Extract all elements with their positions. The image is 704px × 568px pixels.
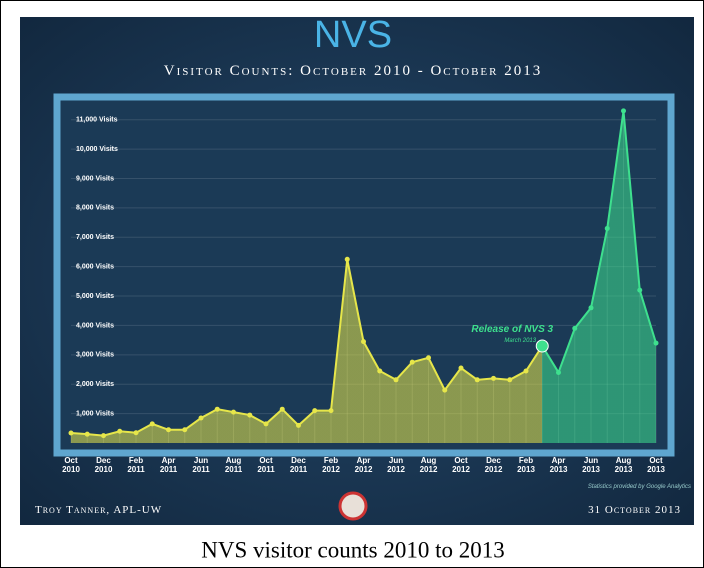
x-tick-label: Oct 2010 <box>62 456 80 474</box>
x-tick-label: Apr 2012 <box>354 456 373 474</box>
point <box>84 431 90 437</box>
x-tick-label: Dec 2010 <box>94 456 113 474</box>
annotation-marker <box>535 339 549 353</box>
chart-title: NVS <box>314 14 392 56</box>
point <box>214 406 220 412</box>
point <box>377 368 383 374</box>
point <box>328 408 334 414</box>
chart-subtitle: Visitor Counts: October 2010 - October 2… <box>164 63 542 79</box>
point <box>409 359 415 365</box>
point <box>556 369 561 375</box>
x-tick-label: Aug 2011 <box>224 456 243 474</box>
point <box>263 421 269 427</box>
point <box>247 412 253 418</box>
point <box>149 421 155 427</box>
point <box>523 368 529 374</box>
y-tick-label: 1,000 Visits <box>76 410 114 417</box>
x-tick-label: Apr 2013 <box>549 456 568 474</box>
x-tick-label: Aug 2012 <box>419 456 438 474</box>
x-tick-label: Feb 2011 <box>127 456 145 474</box>
x-tick-label: Apr 2011 <box>159 456 178 474</box>
point <box>426 355 431 361</box>
x-tick-label: Oct 2012 <box>452 456 470 474</box>
point <box>653 340 659 346</box>
point <box>604 225 610 231</box>
point <box>101 433 106 439</box>
point <box>474 377 480 383</box>
point <box>507 377 513 383</box>
caption: NVS visitor counts 2010 to 2013 <box>201 537 504 562</box>
point <box>491 375 496 381</box>
point <box>68 430 74 436</box>
point <box>572 325 578 331</box>
point <box>621 108 626 114</box>
point <box>393 377 399 383</box>
date: 31 October 2013 <box>588 504 681 516</box>
point <box>344 256 350 262</box>
point <box>442 387 448 393</box>
point <box>588 305 594 311</box>
point <box>117 428 123 434</box>
point <box>198 415 204 421</box>
y-tick-label: 6,000 Visits <box>76 263 114 270</box>
x-tick-label: Aug 2013 <box>614 456 633 474</box>
y-tick-label: 10,000 Visits <box>76 146 118 153</box>
credit: Statistics provided by Google Analytics <box>588 484 691 490</box>
x-tick-label: Feb 2013 <box>517 456 535 474</box>
y-tick-label: 11,000 Visits <box>76 117 118 124</box>
point <box>231 409 236 415</box>
x-tick-label: Oct 2013 <box>647 456 665 474</box>
annotation-label: Release of NVS 3 <box>471 324 553 335</box>
point <box>296 422 301 428</box>
emblem <box>338 491 368 521</box>
point <box>279 406 285 412</box>
point <box>133 430 139 436</box>
y-tick-label: 5,000 Visits <box>76 293 114 300</box>
y-tick-label: 9,000 Visits <box>76 175 114 182</box>
area <box>71 110 656 443</box>
x-tick-label: Feb 2012 <box>322 456 340 474</box>
point <box>458 365 464 371</box>
y-tick-label: 3,000 Visits <box>76 352 114 359</box>
x-tick-label: Dec 2011 <box>289 456 308 474</box>
author: Troy Tanner, APL-UW <box>35 504 162 516</box>
y-tick-label: 4,000 Visits <box>76 322 114 329</box>
point <box>182 427 188 433</box>
y-tick-label: 7,000 Visits <box>76 234 114 241</box>
point <box>637 287 643 293</box>
point <box>312 408 318 414</box>
annotation-sublabel: March 2013 <box>504 338 536 344</box>
point <box>166 427 171 433</box>
x-tick-label: Dec 2012 <box>484 456 503 474</box>
x-tick-label: Jun 2012 <box>387 456 405 474</box>
x-tick-label: Jun 2013 <box>582 456 600 474</box>
y-tick-label: 8,000 Visits <box>76 205 114 212</box>
x-tick-label: Oct 2011 <box>257 456 275 474</box>
y-tick-label: 2,000 Visits <box>76 381 114 388</box>
x-tick-label: Jun 2011 <box>192 456 210 474</box>
point <box>361 339 366 345</box>
